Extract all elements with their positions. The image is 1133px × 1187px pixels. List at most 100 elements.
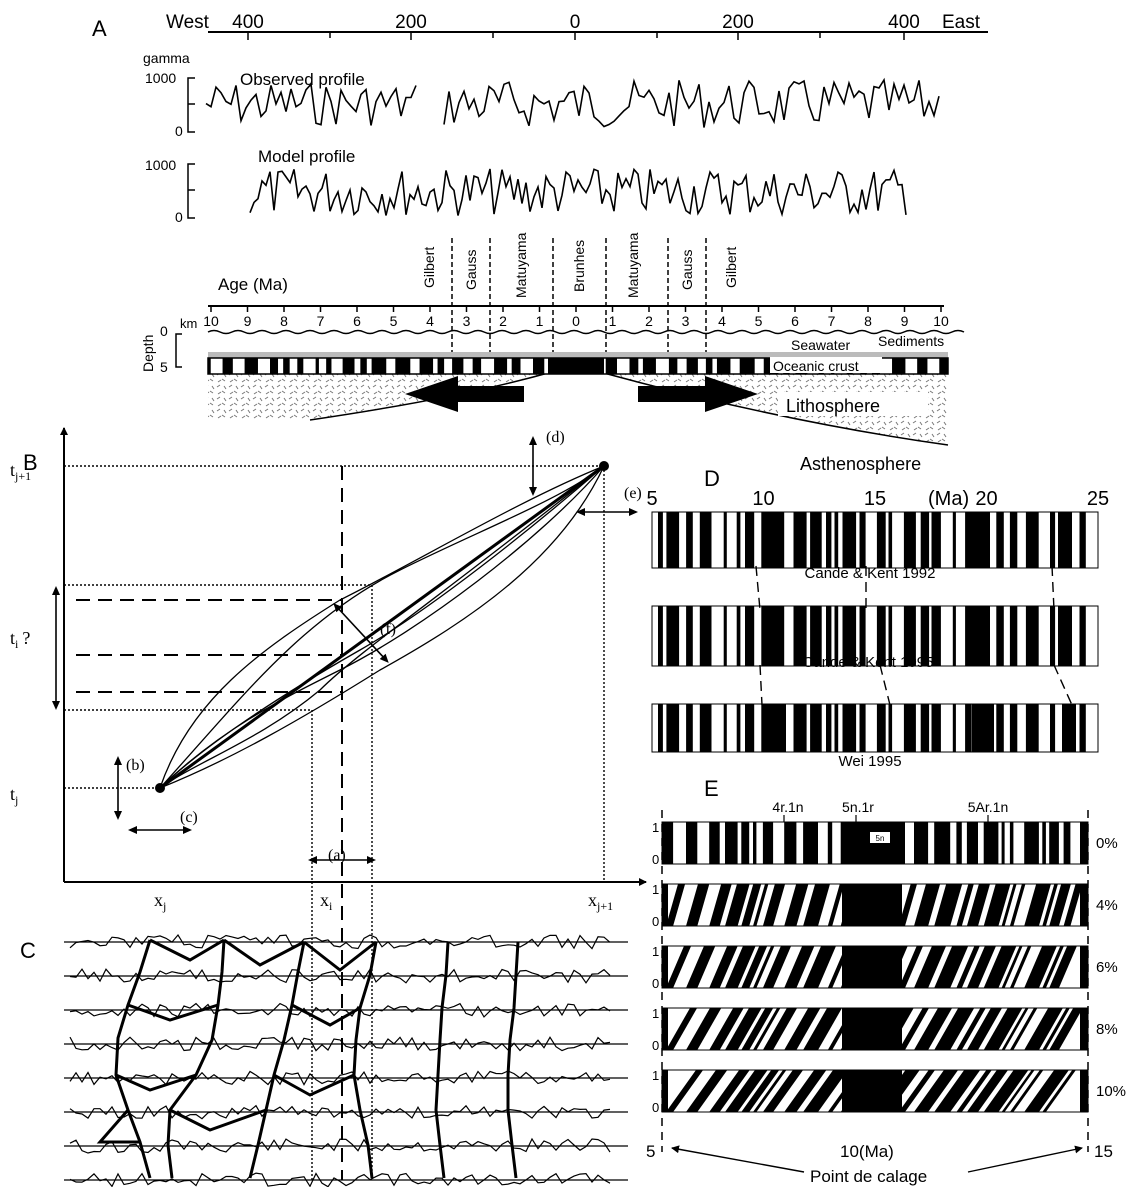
age-tick: 5 [390,313,398,329]
age-tick: 1 [536,313,544,329]
age-tick: 10 [933,313,949,329]
chron-gilbert-left: Gilbert [421,247,437,288]
magnetic-profile [69,1104,611,1120]
age-tick: 8 [280,313,288,329]
spreading-arrow-left [405,376,524,412]
magnetic-profile [69,1036,611,1052]
e-axis-left: 5 [646,1142,655,1161]
label-tj1: tj+1 [10,460,31,483]
age-tick: 6 [353,313,361,329]
sea-surface [207,329,965,335]
chron-matuyama-right: Matuyama [625,232,641,298]
label-xi: xi [320,890,333,913]
percent-label: 6% [1096,959,1118,976]
tie-point-label: Point de calage [810,1167,927,1186]
gamma-unit: gamma [143,50,190,66]
depth-tick: 0 [160,323,168,339]
annotation-c: (c) [180,809,198,826]
percent-label: 8% [1096,1021,1118,1038]
tie-point-j1 [599,461,609,471]
model-profile-label: Model profile [258,147,355,166]
age-tick: 10 [203,313,219,329]
annotation-d: (d) [546,429,565,446]
sediments-label: Sediments [878,333,944,349]
age-tick: 3 [682,313,690,329]
age-tick: 0 [572,313,580,329]
row-y-tick: 0 [652,1038,659,1053]
row-y-tick: 0 [652,914,659,929]
depth-tick: 5 [160,359,168,375]
observed-profile-line [443,77,940,128]
e-axis-mid: 10(Ma) [840,1142,894,1161]
chron-brunhes: Brunhes [571,240,587,292]
annotation-a: (a) [328,847,346,864]
age-axis-label: Age (Ma) [218,275,288,294]
chron-gauss-right: Gauss [679,250,695,290]
tie-arrow-left [671,1145,805,1173]
tie-point-j [155,783,165,793]
age-tick: 9 [901,313,909,329]
age-tick: 4 [426,313,434,329]
annotation-e: (e) [624,485,642,502]
scale-label-ck92: Cande & Kent 1992 [805,565,936,582]
distance-tick: 200 [722,12,754,33]
row-y-tick: 1 [652,882,659,897]
distance-tick: 200 [395,12,427,33]
asthenosphere-label: Asthenosphere [800,454,921,474]
depth-unit: km [180,316,197,331]
age-tick: 2 [499,313,507,329]
scale-label-wei95: Wei 1995 [838,753,901,770]
d-axis-tick: 5 [646,488,657,510]
chron-label: 5n.1r [842,799,874,815]
chron-gauss-left: Gauss [463,250,479,290]
d-axis-tick: 25 [1087,488,1109,510]
age-tick: 2 [645,313,653,329]
distance-tick: 0 [570,12,581,33]
label-tj: tj [10,784,18,807]
row-y-tick: 1 [652,1006,659,1021]
panel-e: E 4r.1n 5n.1r 5Ar.1n 0% 1 0 4% 1 0 6% 1 0 8% 1 0 10%… [646,776,1126,1186]
d-axis-tick: 10 [752,488,774,510]
panel-label-d: D [704,466,720,491]
distance-tick: 400 [888,12,920,33]
age-tick: 8 [864,313,872,329]
panel-d: D 5 10 15 20 25 (Ma) Cande & Kent 1992 Cande… [646,466,1109,770]
row-y-tick: 1 [652,820,659,835]
magnetic-profile [69,1002,611,1018]
age-tick: 7 [317,313,325,329]
magnetic-profile [69,1070,611,1086]
age-tick: 7 [828,313,836,329]
magnetic-profile [69,1172,611,1187]
arrow-f [333,603,389,663]
scale-label-ck95: Cande & Kent 1995 [803,654,934,671]
lithosphere-label: Lithosphere [786,396,880,416]
panel-label-b: B [23,450,38,475]
age-tick: 3 [463,313,471,329]
distance-tick: 400 [232,12,264,33]
percent-label: 0% [1096,835,1118,852]
annotation-b: (b) [126,757,145,774]
panel-a: A West East 400 200 0 200 400 gamma 1000… [92,12,988,474]
magnetic-profile [69,968,611,984]
row-y-tick: 0 [652,1100,659,1115]
age-tick: 9 [244,313,252,329]
oceanic-crust [208,358,948,374]
label-xj: xj [154,890,166,913]
chron-gilbert-right: Gilbert [723,247,739,288]
row-y-tick: 0 [652,976,659,991]
y-tick: 0 [175,123,183,139]
d-axis-tick: 20 [975,488,997,510]
age-tick: 5 [755,313,763,329]
east-label: East [942,12,981,33]
chron-label: 4r.1n [772,799,803,815]
label-xj1: xj+1 [588,890,613,913]
panel-label-a: A [92,16,107,41]
d-axis-tick: 15 [864,488,886,510]
e-axis-right: 15 [1094,1142,1113,1161]
annotation-f: (f) [380,621,396,638]
row-y-tick: 1 [652,1068,659,1083]
lithosphere [208,365,948,445]
sediment-layer [208,352,948,358]
magnetic-profile [69,1137,611,1154]
